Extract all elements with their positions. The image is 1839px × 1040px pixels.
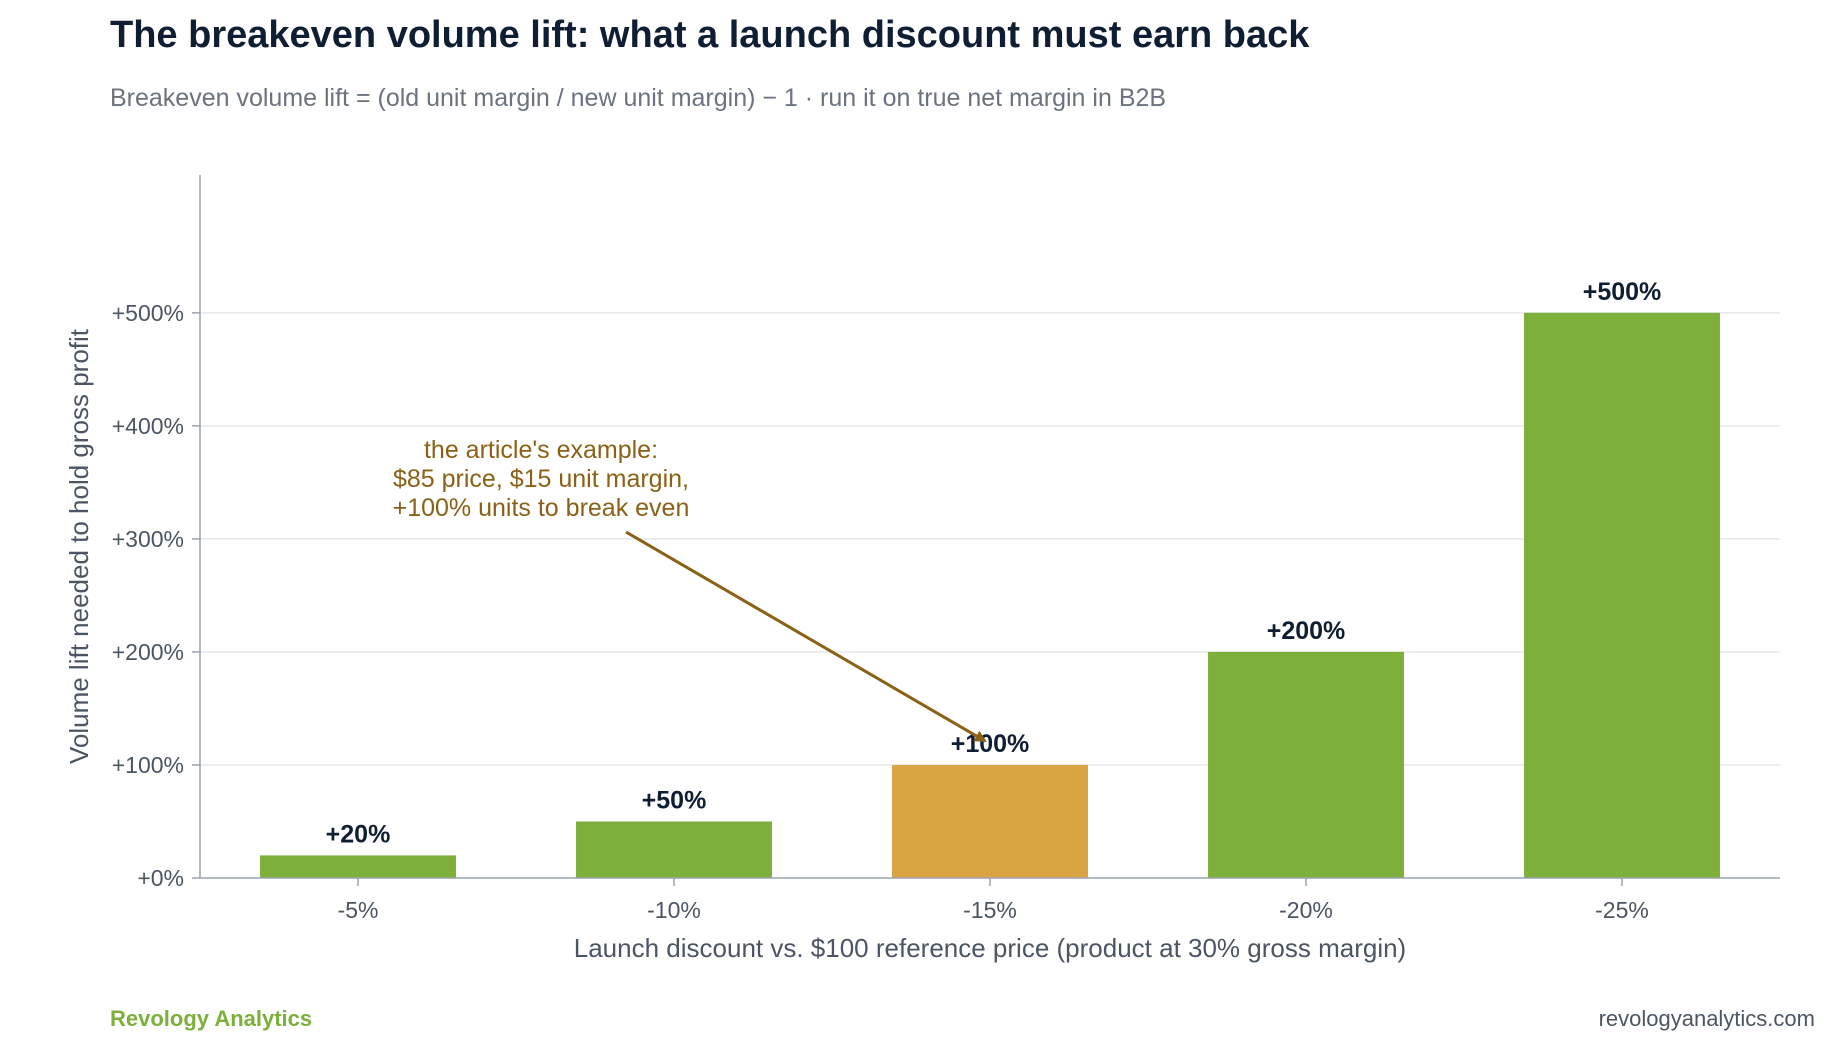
footer-brand: Revology Analytics	[110, 1006, 313, 1031]
annotation-text: $85 price, $15 unit margin,	[393, 465, 689, 493]
x-tick-label: -15%	[963, 897, 1017, 923]
bar	[892, 764, 1088, 878]
chart-subtitle: Breakeven volume lift = (old unit margin…	[110, 84, 1167, 112]
y-tick-label: +300%	[112, 526, 184, 552]
bar-data-label: +20%	[326, 820, 391, 848]
bar	[1208, 651, 1404, 878]
bar	[260, 855, 456, 878]
bar	[576, 821, 772, 878]
y-axis-title: Volume lift needed to hold gross profit	[64, 328, 94, 764]
bar-data-label: +50%	[642, 786, 707, 814]
bar-data-label: +100%	[951, 730, 1030, 758]
annotation-text: +100% units to break even	[393, 494, 690, 522]
y-tick-label: +100%	[112, 752, 184, 778]
y-tick-label: +400%	[112, 413, 184, 439]
chart-title: The breakeven volume lift: what a launch…	[110, 14, 1310, 56]
x-tick-label: -5%	[338, 897, 379, 923]
x-tick-label: -10%	[647, 897, 701, 923]
x-axis-title: Launch discount vs. $100 reference price…	[574, 933, 1406, 963]
bar	[1524, 312, 1720, 879]
bar-data-label: +200%	[1267, 617, 1346, 645]
y-tick-label: +0%	[137, 865, 184, 891]
x-tick-label: -20%	[1279, 897, 1333, 923]
y-tick-label: +200%	[112, 639, 184, 665]
annotation-text: the article's example:	[424, 436, 658, 464]
bar-data-label: +500%	[1583, 278, 1662, 306]
footer-url: revologyanalytics.com	[1598, 1006, 1815, 1031]
x-tick-label: -25%	[1595, 897, 1649, 923]
annotation-arrow	[625, 530, 987, 743]
y-tick-label: +500%	[112, 300, 184, 326]
